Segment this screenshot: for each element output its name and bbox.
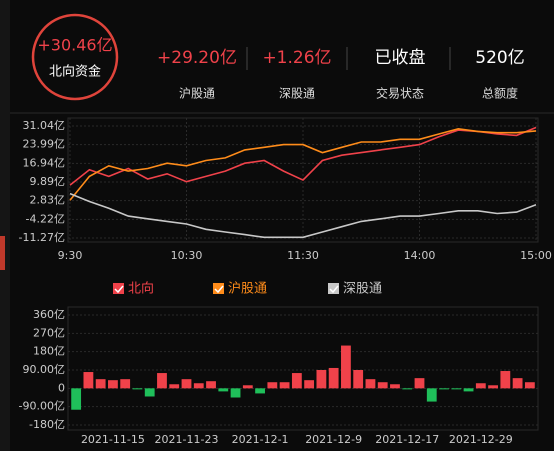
series-line xyxy=(69,127,537,201)
bar xyxy=(451,388,462,390)
stat-value: 520亿 xyxy=(475,48,524,68)
legend-check xyxy=(329,285,339,294)
bar xyxy=(316,370,327,389)
charts: 31.04亿 23.99亿 16.94亿 9.89亿 2.83亿 -4.22亿 -11.27… xyxy=(19,118,552,446)
bar xyxy=(218,388,229,392)
bar xyxy=(463,388,474,392)
y-tick-label: 0 xyxy=(58,381,65,394)
y-tick-label: 2.83亿 xyxy=(30,194,66,207)
x-tick-label: 2021-12-1 xyxy=(232,433,289,446)
stat-label: 交易状态 xyxy=(376,86,424,101)
bar xyxy=(353,370,364,389)
y-tick-label: -4.22亿 xyxy=(26,212,65,225)
x-tick-label: 2021-12-17 xyxy=(375,433,439,446)
legend-swatch xyxy=(213,283,224,294)
bar xyxy=(144,388,155,397)
bar xyxy=(390,384,400,389)
bar xyxy=(291,373,302,389)
legend-swatch xyxy=(328,283,339,294)
legend-label: 北向 xyxy=(128,281,154,297)
stat-label: 沪股通 xyxy=(179,87,215,101)
legend-check xyxy=(214,285,224,294)
bar xyxy=(206,381,216,389)
bar xyxy=(193,383,204,389)
bar xyxy=(304,380,315,389)
bar xyxy=(402,388,413,390)
bar xyxy=(328,367,339,389)
x-tick-label: 15:00 xyxy=(520,249,552,262)
x-tick-label: 11:30 xyxy=(287,249,319,262)
bar xyxy=(512,378,523,389)
bar xyxy=(365,379,376,389)
x-tick-label: 14:00 xyxy=(404,249,436,262)
bar-panel xyxy=(67,306,539,431)
main-circle xyxy=(31,13,119,101)
series-line xyxy=(69,192,537,239)
bar xyxy=(426,388,437,402)
x-tick-label: 2021-12-9 xyxy=(305,433,362,446)
bar xyxy=(157,373,167,389)
legend-swatch xyxy=(113,283,124,294)
bar xyxy=(120,379,131,389)
bar xyxy=(524,382,535,389)
x-tick-label: 2021-12-29 xyxy=(449,433,513,446)
side-strip xyxy=(0,0,10,451)
main-label: 北向资金 xyxy=(49,64,101,80)
bar xyxy=(377,382,388,389)
stat-label: 深股通 xyxy=(279,87,315,101)
stat-value: +29.20亿 xyxy=(157,48,237,68)
bar xyxy=(414,378,425,389)
bar xyxy=(439,388,449,390)
stat-value: 已收盘 xyxy=(375,48,426,68)
bar xyxy=(341,345,351,389)
bar xyxy=(132,388,143,390)
x-tick-label: 2021-11-23 xyxy=(155,433,219,446)
y-tick-label: 31.04亿 xyxy=(23,119,66,132)
side-marker xyxy=(0,236,5,270)
bar xyxy=(181,379,192,389)
bar xyxy=(267,382,278,389)
bar xyxy=(169,384,180,389)
bar xyxy=(230,388,241,398)
bar xyxy=(83,372,94,389)
bar xyxy=(242,385,253,389)
x-tick-label: 2021-11-15 xyxy=(81,433,145,446)
stat-label: 总额度 xyxy=(482,86,518,101)
y-tick-label: -90.00亿 xyxy=(19,400,65,413)
y-tick-label: -11.27亿 xyxy=(19,231,65,244)
bar xyxy=(95,379,106,389)
bar xyxy=(500,371,511,389)
bar xyxy=(475,383,486,389)
y-tick-label: 180亿 xyxy=(33,345,65,358)
bar xyxy=(488,385,498,389)
y-tick-label: 16.94亿 xyxy=(23,156,66,169)
bar xyxy=(255,388,265,394)
y-tick-label: 270亿 xyxy=(33,326,65,339)
bar xyxy=(71,388,82,410)
y-tick-label: 23.99亿 xyxy=(23,138,66,151)
y-tick-label: -180亿 xyxy=(29,418,65,431)
legend-label: 沪股通 xyxy=(228,281,267,297)
series-line xyxy=(69,126,537,186)
stat-value: +1.26亿 xyxy=(262,48,331,68)
x-tick-label: 9:30 xyxy=(58,249,83,262)
x-tick-label: 10:30 xyxy=(171,249,203,262)
legend-check xyxy=(114,285,124,294)
main-value: +30.46亿 xyxy=(37,36,112,55)
bar xyxy=(108,380,118,389)
y-tick-label: 9.89亿 xyxy=(30,175,66,188)
bar xyxy=(279,382,290,389)
y-tick-label: 90.00亿 xyxy=(23,363,66,376)
y-tick-label: 360亿 xyxy=(33,308,65,321)
legend-label: 深股通 xyxy=(343,282,382,297)
